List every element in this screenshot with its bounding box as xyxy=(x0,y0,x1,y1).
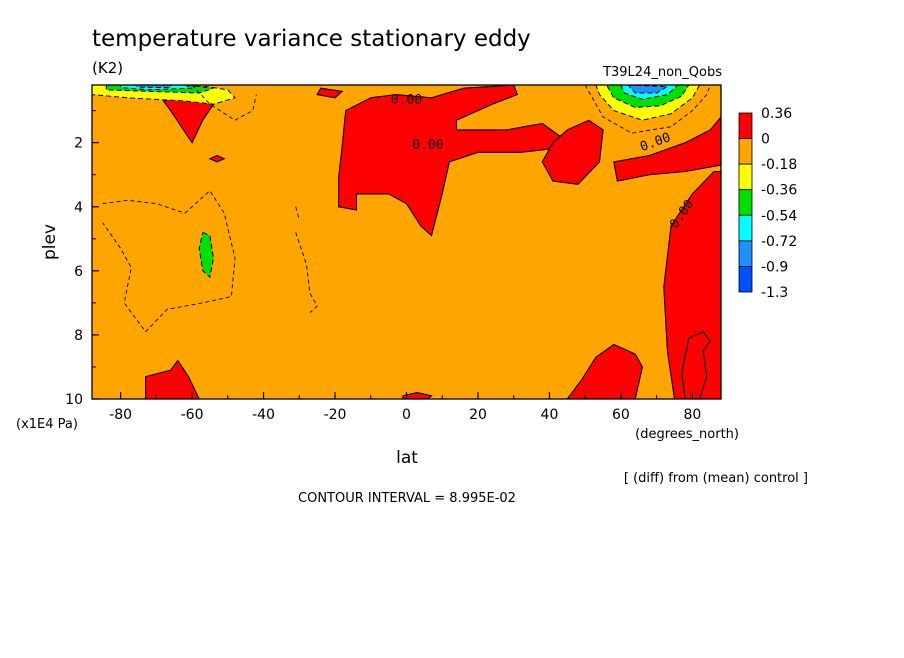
colorbar-label: 0.36 xyxy=(761,106,792,122)
positive-region xyxy=(566,343,643,399)
x-tick-label: -60 xyxy=(181,407,204,423)
colorbar-label: -0.9 xyxy=(761,259,788,275)
y-tick-label: 2 xyxy=(74,136,83,152)
colorbar-swatch xyxy=(738,138,753,165)
colorbar: 0.36 0 -0.18 -0.36 -0.54 -0.72 -0.9 -1.3 xyxy=(738,106,797,301)
colorbar-swatch xyxy=(738,214,753,242)
experiment-label: T39L24_non_Qobs xyxy=(602,65,722,80)
x-axis: -80 -60 -40 -20 0 20 40 60 80 xyxy=(109,392,701,423)
positive-region xyxy=(208,154,226,163)
colorbar-swatch xyxy=(738,240,753,267)
x-tick-label: -80 xyxy=(109,407,132,423)
x-tick-label: 60 xyxy=(612,407,630,423)
positive-region xyxy=(541,119,604,185)
colorbar-label: -0.54 xyxy=(761,208,797,224)
contour-label: 0.00 xyxy=(391,93,422,108)
plot-area: 0.000.00 0.000.00 xyxy=(91,84,722,400)
positive-region xyxy=(145,359,200,399)
contour-label: 0.00 xyxy=(412,138,443,153)
x-tick-label: -40 xyxy=(252,407,275,423)
units-label: (K2) xyxy=(92,59,123,77)
negative-region xyxy=(198,231,215,279)
negative-contour-line xyxy=(102,190,236,333)
colorbar-label: -1.3 xyxy=(761,285,788,301)
negative-contour-line xyxy=(191,85,257,121)
colorbar-label: -0.72 xyxy=(761,234,797,250)
x-units-label: (degrees_north) xyxy=(635,427,739,442)
diff-note: [ (diff) from (mean) control ] xyxy=(624,471,808,486)
positive-region xyxy=(338,85,562,237)
negative-contour-line xyxy=(295,206,300,220)
y-tick-label: 10 xyxy=(65,392,83,408)
contour-lines xyxy=(102,85,711,333)
positive-region xyxy=(613,116,721,182)
x-axis-label: lat xyxy=(396,448,418,468)
y-tick-label: 8 xyxy=(74,328,83,344)
negative-contour-line xyxy=(584,85,711,134)
colorbar-swatch xyxy=(738,189,753,216)
colorbar-swatch xyxy=(738,112,753,139)
colorbar-label: -0.36 xyxy=(761,183,797,199)
shaded-regions xyxy=(92,85,721,399)
y-units-label: (x1E4 Pa) xyxy=(16,417,78,432)
colorbar-label: 0 xyxy=(761,132,770,148)
x-tick-label: 40 xyxy=(541,407,559,423)
negative-contour-line xyxy=(295,232,318,313)
colorbar-swatch xyxy=(738,163,753,191)
y-axis-label: plev xyxy=(40,224,60,260)
positive-region xyxy=(316,87,344,99)
x-tick-label: -20 xyxy=(324,407,347,423)
y-tick-label: 6 xyxy=(74,264,83,280)
x-tick-label: 0 xyxy=(402,407,411,423)
contour-interval: CONTOUR INTERVAL = 8.995E-02 xyxy=(298,491,516,506)
negative-region xyxy=(627,85,670,94)
x-tick-label: 20 xyxy=(469,407,487,423)
y-axis: 2 4 6 8 10 xyxy=(65,110,99,408)
colorbar-label: -0.18 xyxy=(761,157,797,173)
y-tick-label: 4 xyxy=(74,200,83,216)
chart-title: temperature variance stationary eddy xyxy=(92,26,531,52)
colorbar-swatch xyxy=(738,266,753,293)
x-tick-label: 80 xyxy=(683,407,701,423)
positive-region xyxy=(681,331,711,399)
